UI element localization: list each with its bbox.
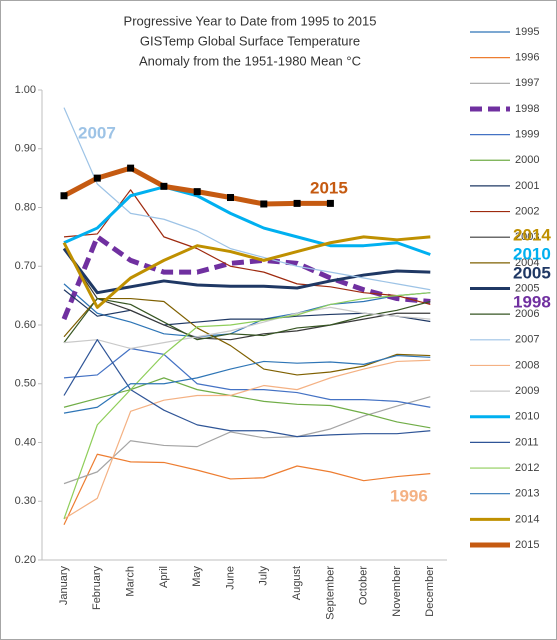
legend-label: 1998 <box>515 103 539 115</box>
legend-label: 2012 <box>515 462 539 474</box>
point-marker <box>227 194 234 202</box>
legend-label: 2013 <box>515 488 539 500</box>
y-tick-label: 1.00 <box>15 84 36 96</box>
legend-label: 1996 <box>515 52 539 64</box>
x-tick-label: April <box>158 566 170 588</box>
legend-label: 2000 <box>515 154 539 166</box>
series-line <box>63 185 431 256</box>
point-marker <box>127 164 135 172</box>
legend-label: 1995 <box>515 26 539 38</box>
point-marker <box>193 188 201 196</box>
x-tick-label: July <box>258 566 270 586</box>
x-tick-label: March <box>125 566 137 597</box>
series-line <box>63 189 431 306</box>
legend-label: 2005 <box>515 282 539 294</box>
series-line <box>63 297 431 376</box>
legend-label: 2002 <box>515 205 539 217</box>
point-marker <box>93 174 101 182</box>
y-tick-label: 0.30 <box>15 495 36 507</box>
point-marker <box>293 199 301 207</box>
legend-label: 2008 <box>515 359 539 371</box>
y-tick-label: 0.90 <box>15 143 36 155</box>
legend-label: 2004 <box>515 257 539 269</box>
x-tick-label: February <box>91 566 103 611</box>
chart-title-line: Anomaly from the 1951-1980 Mean °C <box>139 53 361 68</box>
series-line <box>63 347 431 408</box>
annotation: 2015 <box>310 178 348 197</box>
annotation: 2010 <box>513 244 551 263</box>
x-tick-label: October <box>358 566 370 605</box>
x-tick-label: January <box>58 566 70 606</box>
annotation: 1998 <box>513 292 551 311</box>
series-line <box>63 306 431 350</box>
chart-title-line: GISTemp Global Surface Temperature <box>140 33 360 48</box>
series-line <box>63 297 431 343</box>
legend-label: 2006 <box>515 308 539 320</box>
y-tick-label: 0.20 <box>15 554 36 566</box>
series-line <box>63 339 431 438</box>
chart-title-line: Progressive Year to Date from 1995 to 20… <box>124 13 377 28</box>
series-line <box>63 107 431 291</box>
y-tick-label: 0.40 <box>15 436 36 448</box>
point-marker <box>326 199 334 207</box>
point-marker <box>160 182 168 190</box>
legend-label: 2015 <box>515 539 539 551</box>
point-marker <box>60 192 68 200</box>
x-tick-label: December <box>424 566 436 617</box>
series-line <box>63 248 431 341</box>
annotation: 2014 <box>513 225 551 244</box>
annotation: 2007 <box>78 123 116 142</box>
x-tick-label: November <box>391 566 403 617</box>
point-marker <box>260 200 268 208</box>
series-line <box>63 292 431 520</box>
legend-label: 2010 <box>515 411 539 423</box>
legend-label: 2003 <box>515 231 539 243</box>
y-tick-label: 0.80 <box>15 201 36 213</box>
series-line <box>63 377 431 429</box>
annotation: 1996 <box>390 486 428 505</box>
legend-label: 2011 <box>515 436 539 448</box>
x-tick-label: September <box>324 566 336 620</box>
legend-label: 2001 <box>515 180 539 192</box>
x-tick-label: May <box>191 566 203 587</box>
y-tick-label: 0.50 <box>15 378 36 390</box>
legend-label: 2014 <box>515 513 539 525</box>
series-line <box>63 453 431 526</box>
x-tick-label: August <box>291 566 303 600</box>
series-line <box>62 235 431 309</box>
legend-label: 2009 <box>515 385 539 397</box>
y-tick-label: 0.70 <box>15 260 36 272</box>
series-line <box>63 354 431 414</box>
legend-label: 2007 <box>515 334 539 346</box>
annotation: 2005 <box>513 263 551 282</box>
y-tick-label: 0.60 <box>15 319 36 331</box>
series-line <box>62 247 431 295</box>
x-tick-label: June <box>224 566 236 590</box>
legend-label: 1997 <box>515 77 539 89</box>
legend-label: 1999 <box>515 129 539 141</box>
series-line <box>63 359 431 520</box>
